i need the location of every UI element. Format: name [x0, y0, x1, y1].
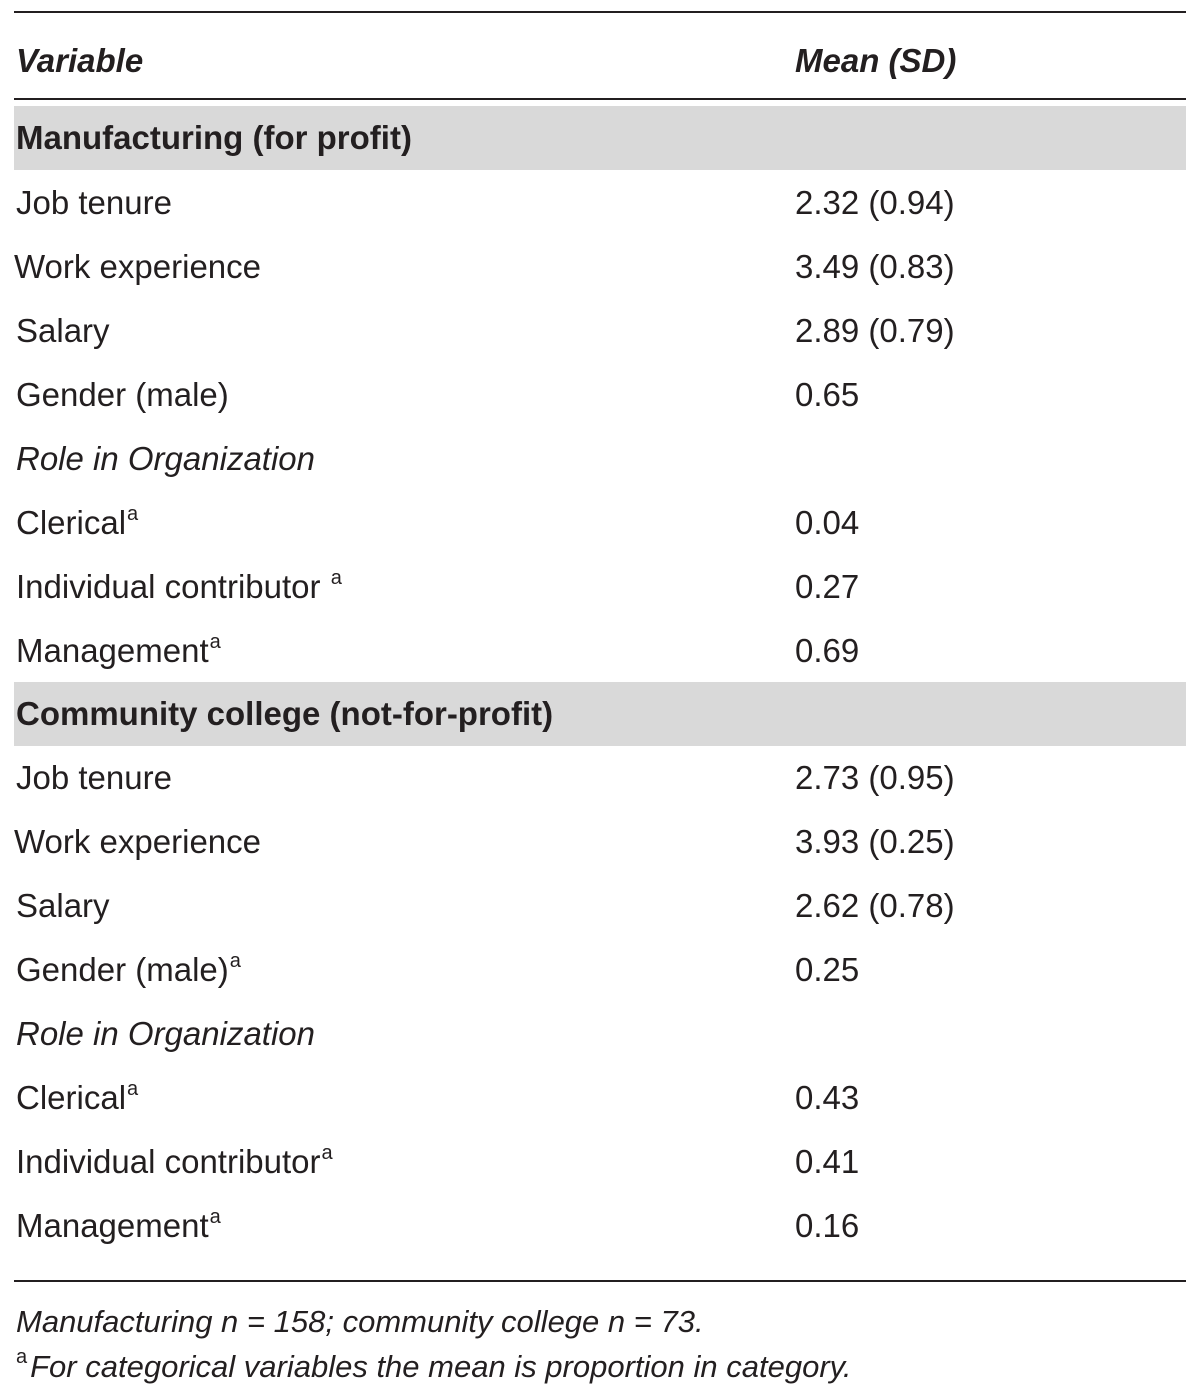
table-bottom-rule — [14, 1280, 1186, 1282]
table-top-rule — [14, 11, 1186, 13]
mean-value: 0.65 — [795, 376, 860, 413]
variable-label: Managementa — [16, 619, 221, 683]
variable-label: Job tenure — [16, 759, 172, 796]
column-header-variable: Variable — [16, 42, 144, 79]
table-row: Clericala 0.43 — [14, 1066, 1186, 1130]
column-header-mean-sd: Mean (SD) — [795, 42, 957, 79]
mean-value: 2.73 (0.95) — [795, 759, 955, 796]
footnote-marker: a — [321, 1142, 333, 1164]
table-row: Job tenure 2.73 (0.95) — [14, 746, 1186, 810]
variable-label: Managementa — [16, 1194, 221, 1258]
section-header-manufacturing: Manufacturing (for profit) — [14, 106, 1186, 170]
footnote-text: For categorical variables the mean is pr… — [30, 1349, 852, 1384]
footnote-marker: a — [229, 950, 241, 972]
table-row: Clericala 0.04 — [14, 491, 1186, 555]
variable-label: Clericala — [16, 491, 138, 555]
variable-label: Clericala — [16, 1066, 138, 1130]
mean-value: 0.43 — [795, 1079, 860, 1116]
mean-value: 3.93 (0.25) — [795, 823, 955, 860]
role-subheading: Role in Organization — [16, 1015, 315, 1052]
role-subheading-row: Role in Organization — [14, 1002, 1186, 1066]
label-text: Gender (male) — [16, 951, 229, 988]
mean-value: 0.69 — [795, 632, 860, 669]
footnote-marker: a — [209, 631, 221, 653]
label-text: Individual contributor — [16, 1143, 321, 1180]
mean-value: 0.16 — [795, 1207, 860, 1244]
footnote-marker: a — [127, 1078, 139, 1100]
mean-value: 0.27 — [795, 568, 860, 605]
table-header-rule — [14, 98, 1186, 100]
label-text: Clerical — [16, 1079, 127, 1116]
label-text: Management — [16, 1207, 209, 1244]
variable-label: Gender (male) — [16, 376, 229, 413]
role-subheading: Role in Organization — [16, 440, 315, 477]
table-row: Gender (male) 0.65 — [14, 363, 1186, 427]
table-row: Salary 2.62 (0.78) — [14, 874, 1186, 938]
variable-label: Gender (male)a — [16, 938, 241, 1002]
table-header-row: Variable Mean (SD) — [14, 29, 1186, 93]
mean-value: 0.25 — [795, 951, 860, 988]
footnote-categorical: aFor categorical variables the mean is p… — [16, 1346, 852, 1385]
mean-value: 2.32 (0.94) — [795, 184, 955, 221]
mean-value: 3.49 (0.83) — [795, 248, 955, 285]
table-row: Gender (male)a 0.25 — [14, 938, 1186, 1002]
footnote-marker: a — [330, 567, 342, 589]
role-subheading-row: Role in Organization — [14, 427, 1186, 491]
variable-label: Job tenure — [16, 184, 172, 221]
footnote-marker: a — [16, 1346, 28, 1368]
footnote-marker: a — [209, 1206, 221, 1228]
variable-label: Salary — [16, 312, 110, 349]
mean-value: 0.04 — [795, 504, 860, 541]
footnote-sample-sizes: Manufacturing n = 158; community college… — [16, 1304, 704, 1339]
section-title: Community college (not-for-profit) — [16, 695, 554, 732]
table-row: Work experience 3.93 (0.25) — [14, 810, 1186, 874]
variable-label: Individual contributor a — [16, 555, 342, 619]
table-row: Job tenure 2.32 (0.94) — [14, 171, 1186, 235]
variable-label: Salary — [16, 887, 110, 924]
section-title: Manufacturing (for profit) — [16, 119, 412, 156]
footnote-marker: a — [127, 503, 139, 525]
label-text: Individual contributor — [16, 568, 330, 605]
mean-value: 2.62 (0.78) — [795, 887, 955, 924]
table-row: Managementa 0.16 — [14, 1194, 1186, 1258]
variable-label: Work experience — [14, 248, 262, 285]
table-row: Salary 2.89 (0.79) — [14, 299, 1186, 363]
table-row: Work experience 3.49 (0.83) — [14, 235, 1186, 299]
variable-label: Work experience — [14, 823, 262, 860]
table-row: Managementa 0.69 — [14, 619, 1186, 683]
table-row: Individual contributora 0.41 — [14, 1130, 1186, 1194]
section-header-community-college: Community college (not-for-profit) — [14, 682, 1186, 746]
table-row: Individual contributor a 0.27 — [14, 555, 1186, 619]
variable-label: Individual contributora — [16, 1130, 333, 1194]
mean-value: 0.41 — [795, 1143, 860, 1180]
mean-value: 2.89 (0.79) — [795, 312, 955, 349]
label-text: Clerical — [16, 504, 127, 541]
label-text: Management — [16, 632, 209, 669]
